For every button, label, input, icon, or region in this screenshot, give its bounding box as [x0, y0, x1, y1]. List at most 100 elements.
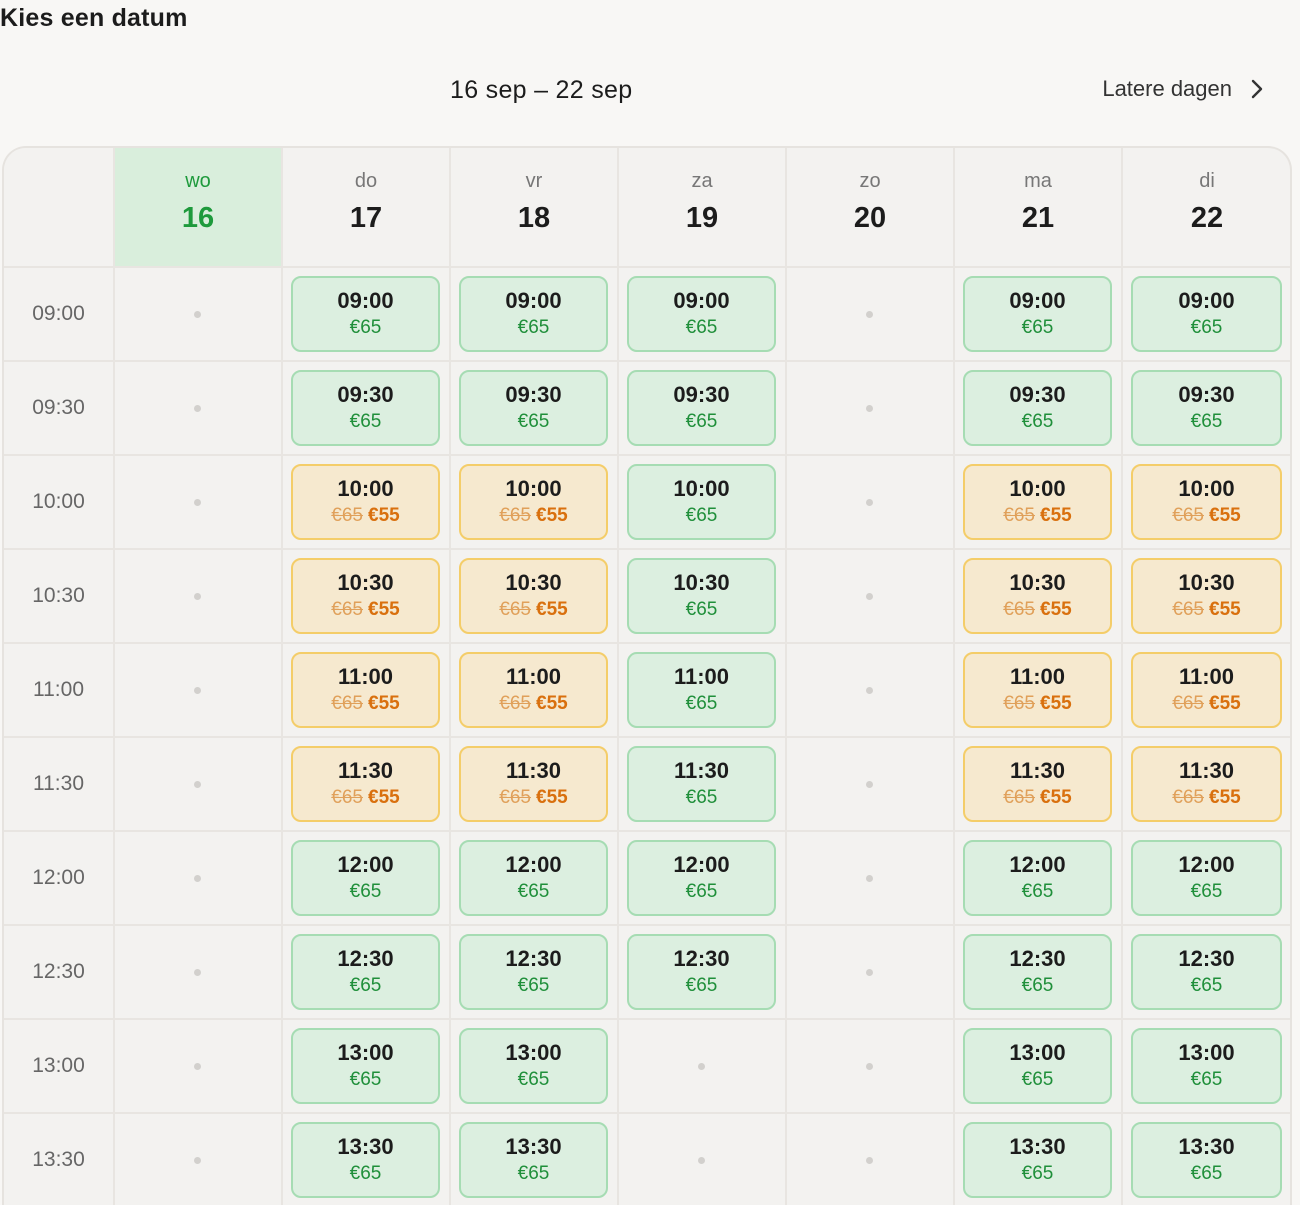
slot-price: €65 €55: [1172, 505, 1240, 527]
slot-cell: 11:30 €65 €55: [955, 738, 1123, 832]
slot-price: €65 €55: [499, 693, 568, 715]
slot-cell: 12:30 €65: [955, 926, 1123, 1020]
time-slot-button[interactable]: 09:00 €65: [459, 276, 608, 352]
slot-cell: [787, 456, 955, 550]
slot-cell: [787, 1114, 955, 1205]
time-slot-button[interactable]: 12:00 €65: [291, 840, 440, 916]
slot-time: 10:00: [337, 475, 394, 501]
time-slot-button[interactable]: 13:30 €65: [963, 1122, 1112, 1198]
time-slot-button[interactable]: 11:30 €65: [627, 746, 776, 822]
time-slot-button[interactable]: 10:30 €65 €55: [291, 558, 440, 634]
page-title: Kies een datum: [0, 4, 188, 32]
time-slot-button[interactable]: 09:00 €65: [627, 276, 776, 352]
slot-cell: 13:30 €65: [283, 1114, 451, 1205]
original-price: €65: [1003, 693, 1035, 715]
day-number: 19: [685, 202, 719, 234]
time-slot-button[interactable]: 10:30 €65 €55: [1131, 558, 1282, 634]
slot-time: 10:30: [1178, 569, 1235, 595]
slot-cell: 12:30 €65: [451, 926, 619, 1020]
unavailable-dot: [698, 1063, 705, 1070]
time-label: 11:30: [4, 738, 115, 832]
time-slot-button[interactable]: 10:00 €65 €55: [291, 464, 440, 540]
time-slot-button[interactable]: 11:00 €65: [627, 652, 776, 728]
slot-time: 09:30: [673, 381, 730, 407]
time-slot-button[interactable]: 12:00 €65: [459, 840, 608, 916]
slot-time: 13:30: [505, 1133, 562, 1159]
time-slot-button[interactable]: 11:30 €65 €55: [963, 746, 1112, 822]
discount-price: €55: [536, 693, 568, 715]
slot-time: 09:30: [1009, 381, 1066, 407]
time-slot-button[interactable]: 12:30 €65: [963, 934, 1112, 1010]
day-header-ma: ma 21: [955, 148, 1123, 268]
time-slot-button[interactable]: 09:00 €65: [963, 276, 1112, 352]
unavailable-dot: [866, 969, 873, 976]
slot-cell: [115, 1114, 283, 1205]
time-slot-button[interactable]: 12:30 €65: [459, 934, 608, 1010]
day-name: wo: [185, 170, 211, 192]
unavailable-dot: [194, 1063, 201, 1070]
time-slot-button[interactable]: 09:00 €65: [291, 276, 440, 352]
discount-price: €55: [1209, 693, 1241, 715]
time-slot-button[interactable]: 10:00 €65 €55: [1131, 464, 1282, 540]
time-slot-button[interactable]: 09:30 €65: [963, 370, 1112, 446]
time-slot-button[interactable]: 12:30 €65: [291, 934, 440, 1010]
time-slot-button[interactable]: 09:30 €65: [627, 370, 776, 446]
unavailable-dot: [866, 593, 873, 600]
slot-time: 10:30: [1009, 569, 1066, 595]
time-slot-button[interactable]: 09:30 €65: [291, 370, 440, 446]
time-slot-button[interactable]: 10:30 €65: [627, 558, 776, 634]
time-slot-button[interactable]: 10:00 €65 €55: [963, 464, 1112, 540]
slot-price: €65: [1021, 411, 1054, 433]
day-number: 16: [181, 202, 215, 234]
time-label: 09:00: [4, 268, 115, 362]
time-slot-button[interactable]: 12:00 €65: [1131, 840, 1282, 916]
slot-price: €65: [685, 411, 718, 433]
slot-time: 13:30: [1178, 1133, 1235, 1159]
time-slot-button[interactable]: 09:30 €65: [459, 370, 608, 446]
slot-cell: 11:30 €65 €55: [1123, 738, 1290, 832]
time-slot-button[interactable]: 11:30 €65 €55: [1131, 746, 1282, 822]
slot-time: 09:30: [505, 381, 562, 407]
unavailable-dot: [866, 1157, 873, 1164]
slot-time: 10:00: [1178, 475, 1235, 501]
slot-time: 10:30: [337, 569, 394, 595]
time-slot-button[interactable]: 13:30 €65: [459, 1122, 608, 1198]
time-slot-button[interactable]: 11:00 €65 €55: [963, 652, 1112, 728]
original-price: €65: [331, 505, 363, 527]
slot-price: €65 €55: [1003, 505, 1071, 527]
time-slot-button[interactable]: 13:30 €65: [291, 1122, 440, 1198]
original-price: €65: [499, 693, 531, 715]
time-slot-button[interactable]: 11:00 €65 €55: [1131, 652, 1282, 728]
time-slot-button[interactable]: 12:00 €65: [963, 840, 1112, 916]
time-slot-button[interactable]: 10:00 €65 €55: [459, 464, 608, 540]
time-slot-button[interactable]: 09:30 €65: [1131, 370, 1282, 446]
slot-price: €65: [685, 317, 718, 339]
time-slot-button[interactable]: 11:30 €65 €55: [459, 746, 608, 822]
day-name: ma: [1024, 170, 1052, 192]
slot-price: €65: [349, 411, 382, 433]
slot-time: 10:00: [1009, 475, 1066, 501]
time-slot-button[interactable]: 10:30 €65 €55: [963, 558, 1112, 634]
time-slot-button[interactable]: 11:00 €65 €55: [459, 652, 608, 728]
time-slot-button[interactable]: 13:00 €65: [291, 1028, 440, 1104]
time-slot-button[interactable]: 13:00 €65: [963, 1028, 1112, 1104]
slot-cell: 10:30 €65 €55: [1123, 550, 1290, 644]
time-slot-button[interactable]: 13:30 €65: [1131, 1122, 1282, 1198]
slot-price: €65: [1190, 317, 1223, 339]
time-slot-button[interactable]: 12:30 €65: [1131, 934, 1282, 1010]
time-label: 13:00: [4, 1020, 115, 1114]
later-days-button[interactable]: Latere dagen: [1102, 76, 1264, 102]
discount-price: €55: [1209, 787, 1241, 809]
time-slot-button[interactable]: 13:00 €65: [1131, 1028, 1282, 1104]
time-slot-button[interactable]: 12:00 €65: [627, 840, 776, 916]
slot-time: 11:00: [337, 663, 394, 689]
time-slot-button[interactable]: 09:00 €65: [1131, 276, 1282, 352]
slot-cell: 09:00 €65: [451, 268, 619, 362]
time-slot-button[interactable]: 11:30 €65 €55: [291, 746, 440, 822]
time-slot-button[interactable]: 13:00 €65: [459, 1028, 608, 1104]
time-slot-button[interactable]: 10:30 €65 €55: [459, 558, 608, 634]
time-slot-button[interactable]: 12:30 €65: [627, 934, 776, 1010]
slot-cell: [787, 926, 955, 1020]
time-slot-button[interactable]: 11:00 €65 €55: [291, 652, 440, 728]
time-slot-button[interactable]: 10:00 €65: [627, 464, 776, 540]
